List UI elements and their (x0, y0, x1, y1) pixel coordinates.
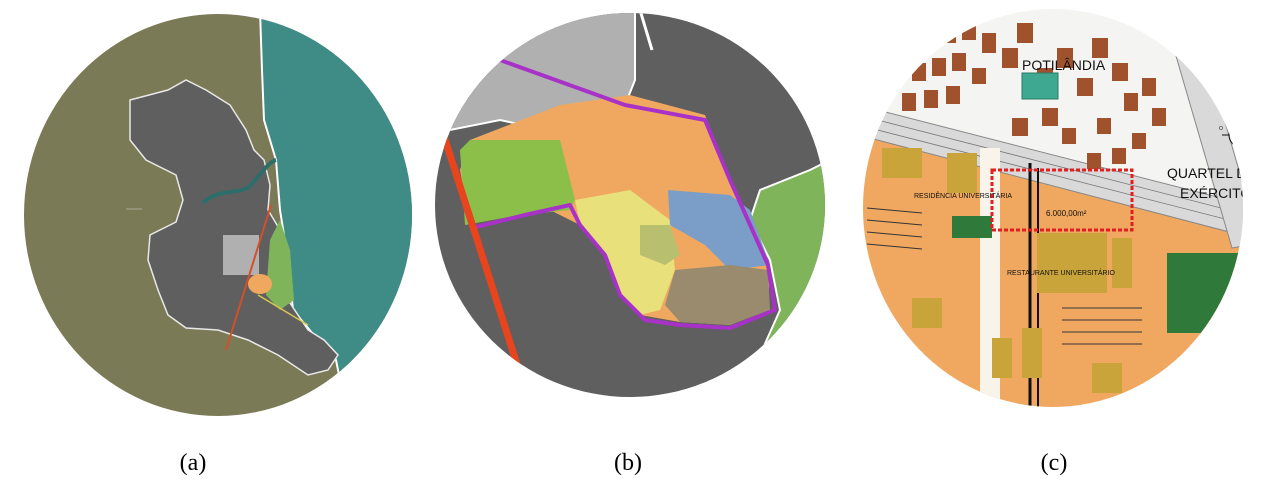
river (201, 158, 277, 205)
parking-lines (866, 207, 1142, 345)
campus-buildings (882, 148, 1132, 393)
avenue-lanes (863, 115, 1243, 229)
side-avenue (1161, 9, 1243, 249)
caption-b: (b) (614, 450, 642, 476)
caption-c: (c) (1040, 450, 1068, 476)
caption-a: (a) (179, 450, 207, 476)
campus-gray-block (223, 235, 259, 275)
label-area: 6.000,00m² (1046, 209, 1087, 218)
campus-brown-zone (665, 265, 770, 325)
label-residence: RESIDÊNCIA UNIVERSITÁRIA (914, 191, 1012, 200)
campus-map-b (435, 13, 825, 397)
green-coastal-strip (266, 220, 294, 310)
red-avenue (438, 128, 526, 382)
campus-marker (248, 274, 272, 294)
svg-text:S: S (1239, 158, 1243, 164)
map-panel-c: POTILÂNDIA RESIDÊNCIA UNIVERSITÁRIA 6.00… (862, 8, 1260, 415)
site-plan-c: POTILÂNDIA RESIDÊNCIA UNIVERSITÁRIA 6.00… (863, 9, 1257, 407)
yellow-line (257, 294, 309, 326)
label-barracks-1: QUARTEL DO (1167, 165, 1257, 181)
label-potilandia: POTILÂNDIA (1022, 57, 1106, 73)
white-road (638, 13, 654, 51)
regional-map-a (24, 14, 412, 416)
label-restaurant: RESTAURANTE UNIVERSITÁRIO (1007, 268, 1116, 277)
svg-text:O: O (1219, 126, 1223, 132)
main-avenue (863, 105, 1243, 241)
campus-olive-zone (640, 225, 680, 265)
campus-green-zone (460, 140, 575, 225)
green-patch-2 (1167, 253, 1243, 333)
red-line (225, 204, 272, 351)
site-boundary (990, 168, 1134, 232)
pool (1021, 72, 1059, 100)
svg-text:L: L (1254, 126, 1257, 132)
green-patch-1 (952, 216, 992, 238)
map-panel-a (18, 10, 418, 425)
svg-text:N: N (1238, 108, 1243, 115)
label-barracks-2: EXÉRCITO (1180, 185, 1251, 201)
campus-yellow-zone (575, 190, 675, 315)
campus-boundary (464, 58, 777, 330)
map-panel-b (430, 10, 830, 405)
